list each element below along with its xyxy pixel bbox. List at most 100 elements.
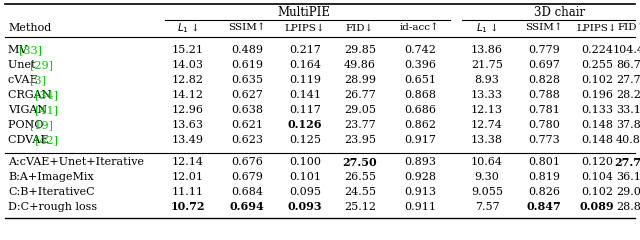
Text: 29.05: 29.05 <box>344 105 376 115</box>
Text: 0.684: 0.684 <box>231 187 263 197</box>
Text: [42]: [42] <box>35 135 58 145</box>
Text: 27.50: 27.50 <box>342 156 378 168</box>
Text: 0.742: 0.742 <box>404 45 436 55</box>
Text: 24.55: 24.55 <box>344 187 376 197</box>
Text: FID↑: FID↑ <box>618 24 640 32</box>
Text: 0.893: 0.893 <box>404 157 436 167</box>
Text: 0.788: 0.788 <box>528 90 560 100</box>
Text: B:A+ImageMix: B:A+ImageMix <box>8 172 93 182</box>
Text: 0.694: 0.694 <box>230 202 264 212</box>
Text: 40.81: 40.81 <box>616 135 640 145</box>
Text: 0.224: 0.224 <box>581 45 613 55</box>
Text: 0.828: 0.828 <box>528 75 560 85</box>
Text: [41]: [41] <box>35 105 58 115</box>
Text: 0.148: 0.148 <box>581 135 613 145</box>
Text: 0.676: 0.676 <box>231 157 263 167</box>
Text: 23.77: 23.77 <box>344 120 376 130</box>
Text: 0.119: 0.119 <box>289 75 321 85</box>
Text: FID↓: FID↓ <box>346 24 374 32</box>
Text: 0.868: 0.868 <box>404 90 436 100</box>
Text: 0.911: 0.911 <box>404 202 436 212</box>
Text: $L_1$ ↓: $L_1$ ↓ <box>476 21 498 35</box>
Text: 15.21: 15.21 <box>172 45 204 55</box>
Text: 9.055: 9.055 <box>471 187 503 197</box>
Text: 0.779: 0.779 <box>528 45 560 55</box>
Text: 12.14: 12.14 <box>172 157 204 167</box>
Text: 33.18: 33.18 <box>616 105 640 115</box>
Text: Method: Method <box>8 23 51 33</box>
Text: [29]: [29] <box>30 60 52 70</box>
Text: 10.72: 10.72 <box>171 202 205 212</box>
Text: MV: MV <box>8 45 31 55</box>
Text: 0.826: 0.826 <box>528 187 560 197</box>
Text: $L_1$ ↓: $L_1$ ↓ <box>177 21 199 35</box>
Text: 0.133: 0.133 <box>581 105 613 115</box>
Text: 104.49: 104.49 <box>612 45 640 55</box>
Text: 27.76: 27.76 <box>614 156 640 168</box>
Text: 0.638: 0.638 <box>231 105 263 115</box>
Text: 13.38: 13.38 <box>471 135 503 145</box>
Text: 12.82: 12.82 <box>172 75 204 85</box>
Text: 0.095: 0.095 <box>289 187 321 197</box>
Text: CDVAE: CDVAE <box>8 135 52 145</box>
Text: id-acc↑: id-acc↑ <box>400 24 440 32</box>
Text: C:B+IterativeC: C:B+IterativeC <box>8 187 95 197</box>
Text: 8.93: 8.93 <box>475 75 499 85</box>
Text: 0.148: 0.148 <box>581 120 613 130</box>
Text: 0.619: 0.619 <box>231 60 263 70</box>
Text: A:cVAE+Unet+Iterative: A:cVAE+Unet+Iterative <box>8 157 144 167</box>
Text: 29.85: 29.85 <box>344 45 376 55</box>
Text: 13.49: 13.49 <box>172 135 204 145</box>
Text: 0.627: 0.627 <box>231 90 263 100</box>
Text: [19]: [19] <box>30 120 52 130</box>
Text: SSIM↑: SSIM↑ <box>525 24 563 32</box>
Text: SSIM↑: SSIM↑ <box>228 24 266 32</box>
Text: 9.30: 9.30 <box>475 172 499 182</box>
Text: MultiPIE: MultiPIE <box>278 6 330 18</box>
Text: LPIPS↓: LPIPS↓ <box>285 24 325 32</box>
Text: 0.862: 0.862 <box>404 120 436 130</box>
Text: 13.86: 13.86 <box>471 45 503 55</box>
Text: 0.686: 0.686 <box>404 105 436 115</box>
Text: 12.96: 12.96 <box>172 105 204 115</box>
Text: 86.74: 86.74 <box>616 60 640 70</box>
Text: 37.85: 37.85 <box>616 120 640 130</box>
Text: 0.396: 0.396 <box>404 60 436 70</box>
Text: 27.79: 27.79 <box>616 75 640 85</box>
Text: 0.697: 0.697 <box>528 60 560 70</box>
Text: 0.621: 0.621 <box>231 120 263 130</box>
Text: D:C+rough loss: D:C+rough loss <box>8 202 97 212</box>
Text: 0.102: 0.102 <box>581 187 613 197</box>
Text: [34]: [34] <box>35 90 58 100</box>
Text: cVAE: cVAE <box>8 75 41 85</box>
Text: 11.11: 11.11 <box>172 187 204 197</box>
Text: 0.104: 0.104 <box>581 172 613 182</box>
Text: 26.77: 26.77 <box>344 90 376 100</box>
Text: 0.781: 0.781 <box>528 105 560 115</box>
Text: Unet: Unet <box>8 60 39 70</box>
Text: 23.95: 23.95 <box>344 135 376 145</box>
Text: 0.117: 0.117 <box>289 105 321 115</box>
Text: 0.819: 0.819 <box>528 172 560 182</box>
Text: VIGAN: VIGAN <box>8 105 51 115</box>
Text: 0.101: 0.101 <box>289 172 321 182</box>
Text: 0.102: 0.102 <box>581 75 613 85</box>
Text: 0.217: 0.217 <box>289 45 321 55</box>
Text: 21.75: 21.75 <box>471 60 503 70</box>
Text: LPIPS↓: LPIPS↓ <box>577 24 618 32</box>
Text: 0.141: 0.141 <box>289 90 321 100</box>
Text: 28.23: 28.23 <box>616 90 640 100</box>
Text: 3D chair: 3D chair <box>534 6 585 18</box>
Text: 0.917: 0.917 <box>404 135 436 145</box>
Text: 14.03: 14.03 <box>172 60 204 70</box>
Text: 0.164: 0.164 <box>289 60 321 70</box>
Text: 26.55: 26.55 <box>344 172 376 182</box>
Text: 0.126: 0.126 <box>288 120 323 131</box>
Text: CRGAN: CRGAN <box>8 90 55 100</box>
Text: 0.093: 0.093 <box>288 202 323 212</box>
Text: 0.651: 0.651 <box>404 75 436 85</box>
Text: 36.18: 36.18 <box>616 172 640 182</box>
Text: 10.64: 10.64 <box>471 157 503 167</box>
Text: 0.679: 0.679 <box>231 172 263 182</box>
Text: 0.635: 0.635 <box>231 75 263 85</box>
